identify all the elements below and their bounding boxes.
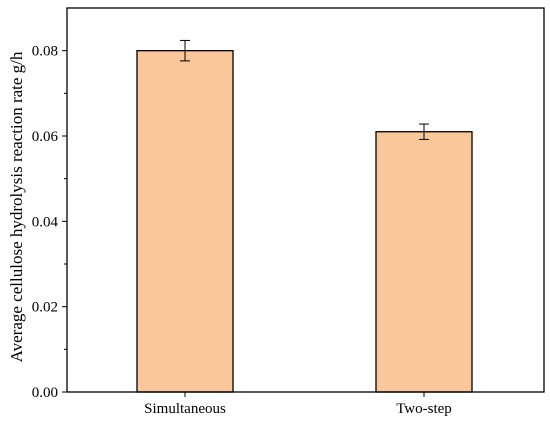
bars-layer [136,50,473,393]
y-tick-label: 0.08 [32,44,58,60]
axes-layer: Simultaneous Two-step 0.00 0.02 0.04 0.06 0.08 [32,7,545,417]
error-bar-simultaneous [180,39,190,62]
bar-two-step [375,131,473,393]
y-tick-label: 0.04 [32,214,59,230]
bar-simultaneous [136,50,234,393]
error-bars-layer [180,39,429,140]
plot-frame [66,7,545,393]
y-tick-label: 0.00 [32,385,58,401]
x-tick-label: Simultaneous [144,401,226,417]
error-bar-two-step [419,123,429,140]
y-tick-label: 0.02 [32,300,58,316]
x-tick-label: Two-step [396,401,452,417]
y-tick-label: 0.06 [32,129,59,145]
y-axis-label: Average cellulose hydrolysis reaction ra… [7,51,26,362]
